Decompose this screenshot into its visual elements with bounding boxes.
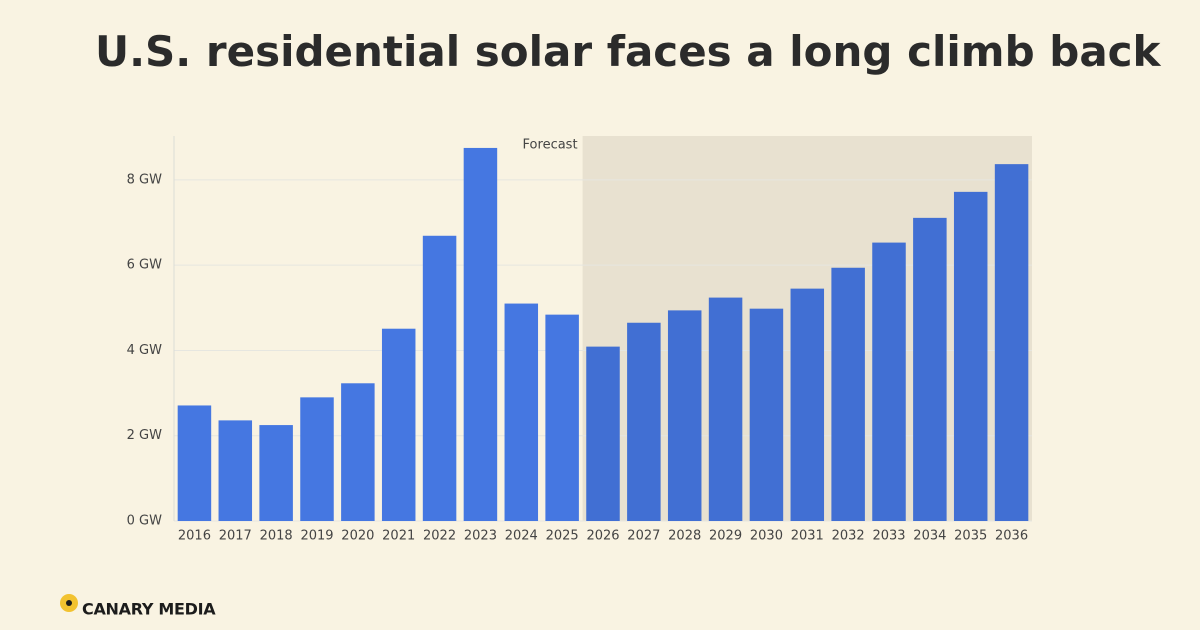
x-tick-label: 2030 — [750, 529, 783, 544]
bar — [953, 191, 988, 521]
bar — [341, 383, 375, 521]
x-tick-label: 2035 — [954, 529, 987, 544]
logo-dot — [66, 600, 72, 606]
x-tick-label: 2029 — [709, 529, 742, 544]
x-tick-label: 2023 — [464, 529, 497, 544]
x-tick-label: 2025 — [546, 529, 579, 544]
bar — [463, 147, 498, 521]
bar — [300, 397, 334, 521]
x-tick-label: 2016 — [178, 529, 211, 544]
x-tick-label: 2018 — [260, 529, 293, 544]
bar — [667, 310, 702, 521]
y-tick-label: 0 GW — [127, 514, 162, 529]
bar — [749, 308, 784, 521]
logo: CANARY MEDIA — [60, 594, 217, 619]
x-tick-label: 2019 — [300, 529, 333, 544]
bar — [381, 328, 416, 521]
bar — [259, 425, 293, 521]
bar — [627, 322, 661, 521]
bar — [545, 314, 579, 521]
forecast-label: Forecast — [523, 138, 578, 153]
x-tick-label: 2027 — [627, 529, 660, 544]
x-tick-label: 2034 — [913, 529, 946, 544]
bar — [994, 164, 1029, 522]
bar — [790, 288, 825, 521]
x-tick-label: 2024 — [505, 529, 538, 544]
chart-title: U.S. residential solar faces a long clim… — [95, 27, 1162, 76]
bar — [504, 303, 539, 521]
x-tick-label: 2017 — [219, 529, 252, 544]
bar — [872, 242, 906, 521]
x-tick-label: 2022 — [423, 529, 456, 544]
x-tick-label: 2036 — [995, 529, 1028, 544]
y-tick-label: 2 GW — [127, 428, 162, 443]
y-tick-label: 6 GW — [127, 258, 162, 273]
bar — [177, 405, 212, 521]
bar — [218, 420, 253, 521]
bar — [422, 235, 457, 521]
x-tick-label: 2028 — [668, 529, 701, 544]
x-tick-label: 2020 — [341, 529, 374, 544]
y-tick-label: 8 GW — [127, 172, 162, 187]
x-tick-label: 2026 — [586, 529, 619, 544]
bar — [586, 346, 620, 521]
x-tick-label: 2032 — [832, 529, 865, 544]
bar — [831, 267, 865, 521]
bar — [913, 217, 947, 521]
x-tick-label: 2021 — [382, 529, 415, 544]
logo-text: CANARY MEDIA — [82, 600, 216, 619]
bar — [708, 297, 743, 521]
x-tick-label: 2033 — [872, 529, 905, 544]
x-tick-label: 2031 — [791, 529, 824, 544]
y-tick-label: 4 GW — [127, 343, 162, 358]
